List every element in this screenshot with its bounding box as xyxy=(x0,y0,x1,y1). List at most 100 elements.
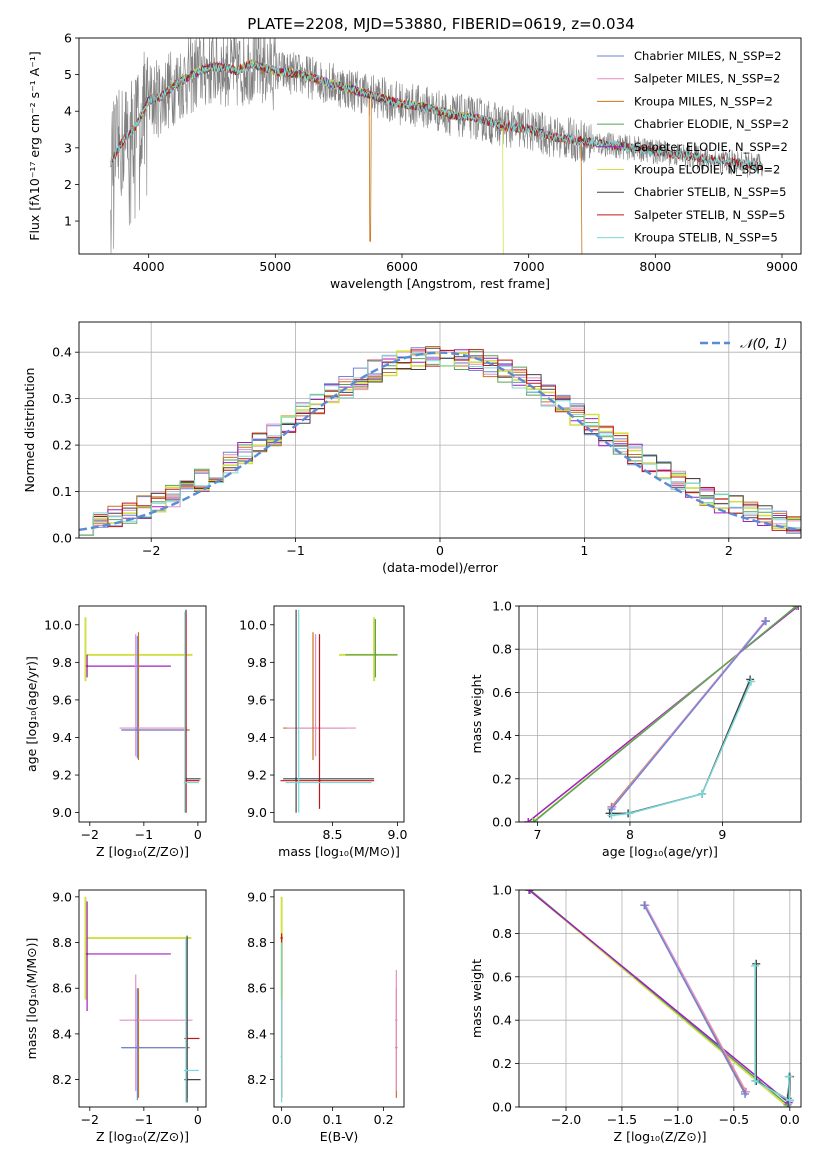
y-tick-label: 4 xyxy=(64,104,72,119)
legend-entry: Chabrier MILES, N_SSP=2 xyxy=(634,49,781,63)
series-line-salpeter_miles xyxy=(644,904,747,1093)
legend-entry: Salpeter STELIB, N_SSP=5 xyxy=(634,208,785,222)
x-tick-label: 0.0 xyxy=(780,1112,800,1127)
y-tick-label: 0.4 xyxy=(52,345,72,360)
data-point xyxy=(84,653,87,657)
mass_vs_ebv-plot xyxy=(280,896,398,1103)
age_vs_mass-axes: 8.5 9.0 9.0 9.2 9.4 9.6 9.8 10.0 mass [log₁₀(M/M… xyxy=(239,617,407,859)
histogram-salpeter_stelib xyxy=(79,349,801,536)
series-marker xyxy=(747,677,756,686)
y-tick-label: 8.6 xyxy=(247,981,267,996)
x-tick-label: 0.0 xyxy=(272,1112,292,1127)
data-point xyxy=(85,952,89,956)
series-marker xyxy=(792,606,801,610)
weight_vs_age-frame xyxy=(518,605,802,823)
x-axis-label: Z [log₁₀(Z/Z⊙)] xyxy=(96,1129,189,1144)
legend-entry: Chabrier STELIB, N_SSP=5 xyxy=(634,185,786,199)
x-tick-label: 9000 xyxy=(766,259,798,274)
legend-entry: Chabrier ELODIE, N_SSP=2 xyxy=(634,117,789,131)
age_vs_Z-frame xyxy=(78,605,207,823)
y-tick-label: 6 xyxy=(64,31,72,46)
y-tick-label: 0.0 xyxy=(52,531,72,546)
x-tick-label: 1 xyxy=(580,543,588,558)
x-tick-label: 0 xyxy=(194,827,202,842)
age_vs_mass-frame xyxy=(273,605,405,823)
series-line-chabrier_miles xyxy=(643,904,746,1095)
model-spectrum-chabrier_miles xyxy=(110,59,583,168)
series-marker xyxy=(529,818,538,822)
series-line-chabrier_stelib xyxy=(609,679,751,815)
x-tick-label: 7000 xyxy=(513,259,545,274)
series-marker xyxy=(741,1089,750,1098)
series-line-chabrier_elodie xyxy=(533,606,797,822)
series-marker xyxy=(607,811,616,820)
x-axis-label: age [log₁₀(age/yr)] xyxy=(602,844,718,859)
x-axis-label: wavelength [Angstrom, rest frame] xyxy=(330,276,550,291)
data-point xyxy=(136,728,139,732)
y-axis-label: mass weight xyxy=(469,674,484,753)
series-marker xyxy=(640,901,649,910)
y-tick-label: 1 xyxy=(64,214,72,229)
x-tick-label: 4000 xyxy=(133,259,165,274)
y-tick-label: 0.6 xyxy=(492,685,512,700)
y-tick-label: 0.3 xyxy=(52,391,72,406)
x-tick-label: 0 xyxy=(436,543,444,558)
y-tick-label: 0.8 xyxy=(492,926,512,941)
y-axis-label: Normed distribution xyxy=(22,368,37,493)
age_vs_mass-plot xyxy=(280,609,398,813)
data-point xyxy=(136,1046,139,1049)
spectrum-axes: 4000 5000 6000 7000 8000 9000 1 2 3 4 5 6 wavelength… xyxy=(27,31,798,292)
series-marker xyxy=(526,890,535,894)
x-tick-label: 9 xyxy=(718,827,726,842)
y-tick-label: 9.2 xyxy=(52,768,72,783)
series-marker xyxy=(528,818,537,822)
y-tick-label: 8.8 xyxy=(247,935,267,950)
data-point xyxy=(297,781,300,784)
weight_vs_age-plot xyxy=(524,606,801,822)
legend-entry: Salpeter MILES, N_SSP=2 xyxy=(634,72,780,86)
x-tick-label: −1 xyxy=(286,543,304,558)
mass_vs_Z-frame xyxy=(78,889,207,1108)
y-tick-label: 0.1 xyxy=(52,484,72,499)
series-line-kroupa_stelib xyxy=(611,681,752,817)
x-tick-label: −2 xyxy=(142,543,160,558)
y-tick-label: 0.4 xyxy=(492,728,512,743)
weight_vs_Z-axes: −2.0 −1.5 −1.0 −0.5 0.0 0.0 0.2 0.4 0.6 0.8 1.0 Z [… xyxy=(469,883,801,1144)
y-tick-label: 9.0 xyxy=(52,805,72,820)
x-tick-label: 8000 xyxy=(639,259,671,274)
x-tick-label: −0.5 xyxy=(719,1112,749,1127)
x-tick-label: −1.5 xyxy=(607,1112,637,1127)
residual-legend: 𝒩(0, 1) xyxy=(700,337,787,352)
y-tick-label: 0.0 xyxy=(492,1100,512,1115)
model-spectrum-chabrier_stelib xyxy=(110,60,764,171)
mass_vs_Z-axes: −2 −1 0 8.2 8.4 8.6 8.8 9.0 Z [log₁₀(Z/Z⊙)] mass … xyxy=(24,889,202,1144)
y-tick-label: 0.8 xyxy=(492,642,512,657)
y-axis-label: Flux [fλ10⁻¹⁷ erg cm⁻² s⁻¹ A⁻¹] xyxy=(27,51,42,240)
y-tick-label: 0.0 xyxy=(492,815,512,830)
y-tick-label: 1.0 xyxy=(492,599,512,614)
data-point xyxy=(318,779,321,782)
y-tick-label: 5 xyxy=(64,67,72,82)
y-tick-label: 2 xyxy=(64,177,72,192)
series-marker xyxy=(794,606,801,610)
residuals-frame xyxy=(78,321,802,539)
weight_vs_age-axes: 7 8 9 0.0 0.2 0.4 0.6 0.8 1.0 age [log₁₀(age/yr)]… xyxy=(469,599,801,859)
x-tick-label: 2 xyxy=(725,543,733,558)
legend-entry: Kroupa ELODIE, N_SSP=2 xyxy=(634,163,780,177)
age_vs_Z-axes: −2 −1 0 9.0 9.2 9.4 9.6 9.8 10.0 Z [log₁₀(Z/Z⊙)] a… xyxy=(24,617,202,859)
series-marker xyxy=(525,890,534,894)
data-point xyxy=(134,726,137,730)
weight_vs_Z-frame xyxy=(518,889,802,1108)
series-marker xyxy=(524,818,533,822)
x-axis-label: (data-model)/error xyxy=(382,560,499,575)
x-tick-label: −2.0 xyxy=(551,1112,581,1127)
x-tick-label: −1.0 xyxy=(663,1112,693,1127)
y-tick-label: 1.0 xyxy=(492,883,512,898)
x-tick-label: 0.1 xyxy=(323,1112,343,1127)
spectrum-frame xyxy=(78,37,802,255)
y-axis-label: age [log₁₀(age/yr)] xyxy=(24,656,39,772)
figure-title: PLATE=2208, MJD=53880, FIBERID=0619, z=0… xyxy=(247,15,634,33)
y-tick-label: 9.4 xyxy=(52,730,72,745)
data-point xyxy=(84,936,87,940)
